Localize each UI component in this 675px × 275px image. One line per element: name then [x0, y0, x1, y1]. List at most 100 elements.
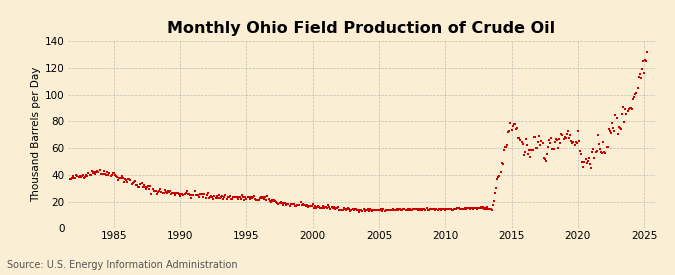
Point: [73, 175, 84, 180]
Point: [446, 207, 456, 211]
Point: [394, 207, 404, 211]
Point: [274, 201, 285, 205]
Point: [419, 207, 430, 211]
Point: [215, 196, 225, 200]
Title: Monthly Ohio Field Production of Crude Oil: Monthly Ohio Field Production of Crude O…: [167, 21, 555, 36]
Point: [404, 208, 414, 212]
Point: [81, 173, 92, 177]
Point: [189, 189, 200, 193]
Point: [421, 206, 432, 210]
Point: [634, 72, 645, 76]
Point: [279, 201, 290, 206]
Point: [380, 208, 391, 212]
Point: [522, 152, 533, 156]
Point: [624, 106, 635, 110]
Point: [416, 207, 427, 212]
Point: [219, 195, 230, 199]
Point: [164, 190, 175, 194]
Point: [200, 196, 211, 200]
Point: [76, 175, 86, 179]
Point: [558, 137, 569, 142]
Point: [591, 149, 602, 154]
Point: [367, 208, 378, 213]
Point: [352, 208, 362, 213]
Point: [435, 208, 446, 212]
Point: [300, 203, 310, 207]
Point: [123, 177, 134, 182]
Point: [475, 205, 486, 210]
Point: [600, 151, 611, 155]
Point: [290, 204, 300, 208]
Point: [404, 207, 415, 211]
Point: [153, 189, 163, 194]
Point: [215, 195, 226, 200]
Point: [333, 205, 344, 210]
Point: [298, 202, 308, 207]
Point: [114, 176, 125, 181]
Point: [432, 208, 443, 212]
Point: [331, 206, 342, 210]
Point: [494, 174, 505, 178]
Point: [420, 208, 431, 212]
Point: [590, 150, 601, 154]
Point: [481, 207, 491, 211]
Point: [463, 205, 474, 210]
Point: [71, 173, 82, 178]
Point: [527, 147, 538, 152]
Point: [158, 191, 169, 195]
Point: [227, 195, 238, 199]
Point: [284, 203, 295, 208]
Point: [119, 177, 130, 181]
Point: [220, 193, 231, 198]
Point: [234, 195, 245, 200]
Point: [571, 140, 582, 145]
Point: [144, 187, 155, 191]
Point: [130, 179, 140, 183]
Point: [222, 195, 233, 199]
Point: [362, 208, 373, 212]
Point: [520, 150, 531, 154]
Point: [79, 175, 90, 180]
Point: [531, 146, 541, 150]
Point: [399, 207, 410, 212]
Point: [557, 133, 568, 137]
Point: [369, 208, 380, 212]
Point: [539, 156, 550, 161]
Point: [171, 191, 182, 195]
Point: [230, 195, 241, 199]
Point: [595, 147, 605, 151]
Point: [109, 173, 120, 177]
Point: [166, 192, 177, 196]
Point: [577, 160, 588, 164]
Point: [489, 198, 500, 203]
Point: [314, 204, 325, 209]
Point: [379, 209, 390, 213]
Point: [526, 148, 537, 152]
Point: [258, 195, 269, 199]
Point: [585, 162, 595, 166]
Point: [211, 194, 222, 198]
Point: [635, 76, 646, 80]
Point: [88, 170, 99, 175]
Point: [534, 134, 545, 139]
Point: [327, 206, 338, 211]
Point: [91, 170, 102, 174]
Point: [90, 172, 101, 176]
Point: [300, 204, 311, 208]
Point: [248, 195, 259, 200]
Point: [223, 195, 234, 199]
Point: [500, 145, 510, 149]
Point: [264, 199, 275, 204]
Point: [253, 198, 264, 202]
Point: [416, 207, 427, 211]
Point: [198, 195, 209, 200]
Point: [69, 176, 80, 181]
Point: [437, 207, 448, 211]
Point: [100, 171, 111, 176]
Point: [296, 203, 307, 207]
Point: [243, 194, 254, 199]
Point: [88, 170, 99, 174]
Point: [206, 194, 217, 199]
Point: [312, 205, 323, 209]
Point: [390, 208, 401, 213]
